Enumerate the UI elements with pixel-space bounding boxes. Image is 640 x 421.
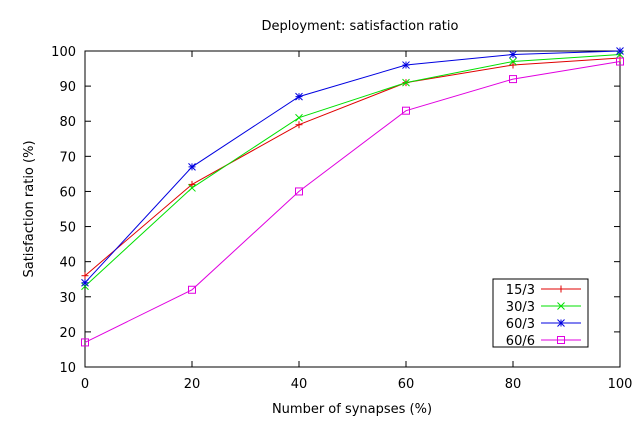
x-tick-label: 20 bbox=[184, 377, 201, 392]
legend: 15/3 30/3 60/3 60/6 bbox=[492, 278, 589, 349]
y-tick-label: 80 bbox=[59, 115, 76, 130]
y-tick-label: 60 bbox=[59, 185, 76, 200]
y-tick-label: 100 bbox=[51, 45, 76, 60]
legend-label: 60/3 bbox=[506, 317, 535, 332]
y-tick-label: 50 bbox=[59, 221, 76, 236]
series-line bbox=[84, 61, 621, 343]
x-axis: 0 20 40 60 80 100 bbox=[81, 51, 633, 392]
data-point bbox=[616, 47, 624, 55]
y-tick-label: 90 bbox=[59, 80, 76, 95]
data-point bbox=[402, 106, 410, 115]
data-point bbox=[402, 61, 410, 69]
x-tick-label: 40 bbox=[291, 377, 308, 392]
data-point bbox=[616, 50, 624, 59]
data-point bbox=[81, 282, 89, 291]
data-point bbox=[509, 50, 517, 59]
x-tick-label: 60 bbox=[398, 377, 415, 392]
y-tick-label: 20 bbox=[59, 326, 76, 341]
x-axis-title: Number of synapses (%) bbox=[272, 402, 432, 417]
chart-title: Deployment: satisfaction ratio bbox=[262, 19, 459, 34]
data-point bbox=[295, 92, 303, 101]
data-point bbox=[188, 184, 196, 192]
legend-label: 15/3 bbox=[506, 283, 535, 298]
series-line bbox=[84, 50, 621, 284]
y-tick-label: 40 bbox=[59, 256, 76, 271]
legend-box bbox=[492, 278, 589, 348]
data-point bbox=[402, 78, 410, 87]
x-tick-label: 100 bbox=[608, 377, 633, 392]
data-point bbox=[509, 75, 517, 84]
data-point bbox=[295, 187, 303, 196]
y-tick-label: 30 bbox=[59, 291, 76, 306]
data-point bbox=[188, 285, 196, 294]
legend-label: 30/3 bbox=[506, 300, 535, 315]
series-line bbox=[84, 54, 621, 287]
legend-marker bbox=[557, 336, 565, 344]
data-point bbox=[509, 57, 517, 66]
y-tick-label: 10 bbox=[59, 361, 76, 376]
series-1 bbox=[81, 50, 624, 291]
legend-label: 60/6 bbox=[506, 334, 535, 349]
data-point bbox=[81, 278, 89, 287]
y-axis: 10 20 30 40 50 60 70 80 90 100 bbox=[51, 45, 620, 376]
series-line bbox=[84, 57, 621, 277]
y-axis-title: Satisfaction ratio (%) bbox=[22, 140, 37, 277]
x-tick-label: 0 bbox=[81, 377, 89, 392]
series-3 bbox=[81, 57, 624, 347]
series-2 bbox=[81, 47, 624, 287]
legend-marker bbox=[557, 319, 565, 327]
plot-frame bbox=[84, 50, 621, 368]
legend-marker bbox=[557, 302, 565, 310]
data-point bbox=[81, 338, 89, 347]
data-point bbox=[188, 163, 196, 171]
series-0 bbox=[81, 54, 624, 280]
series-layer bbox=[81, 47, 624, 347]
x-tick-label: 80 bbox=[505, 377, 522, 392]
y-tick-label: 70 bbox=[59, 150, 76, 165]
data-point bbox=[616, 57, 624, 66]
data-point bbox=[295, 113, 303, 122]
